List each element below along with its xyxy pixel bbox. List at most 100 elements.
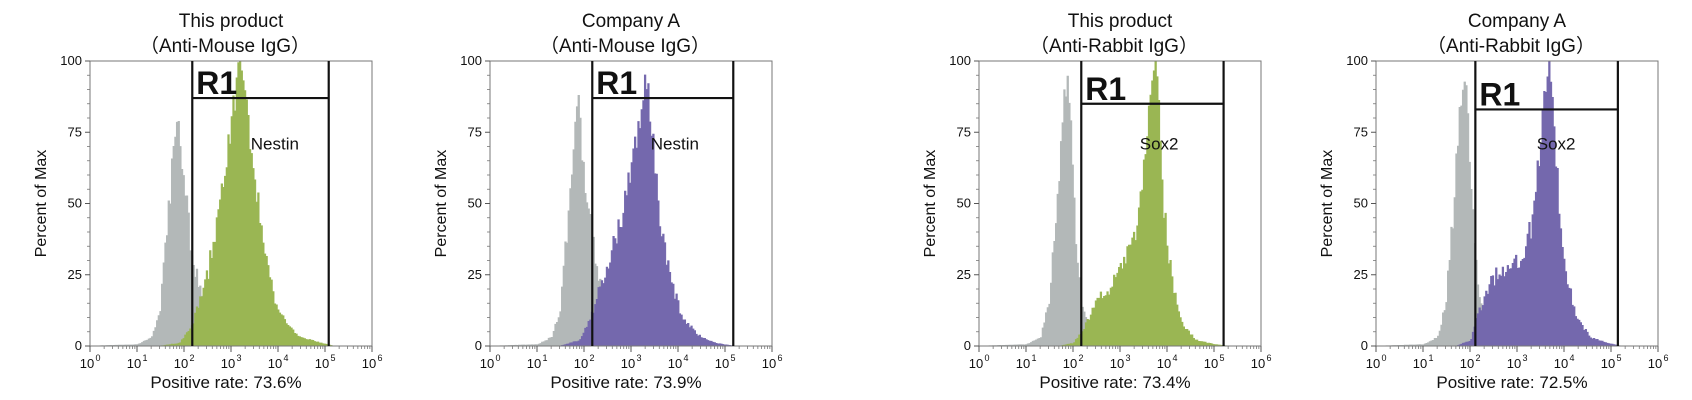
x-tick-exponent: 6 xyxy=(1266,353,1271,363)
gate-label: R1 xyxy=(1479,76,1520,112)
y-axis-label: Percent of Max xyxy=(922,150,939,258)
panel-title: This product xyxy=(1068,11,1173,32)
y-tick-label: 25 xyxy=(957,267,971,282)
panel-title: Company A xyxy=(582,11,681,32)
x-tick-exponent: 5 xyxy=(1616,353,1621,363)
y-tick-label: 50 xyxy=(68,196,82,211)
x-tick-exponent: 6 xyxy=(777,353,782,363)
y-tick-label: 0 xyxy=(475,338,482,353)
positive-rate-label: Positive rate: 73.9% xyxy=(550,373,701,392)
y-axis-label: Percent of Max xyxy=(1319,150,1336,258)
x-tick-label: 10 xyxy=(1251,356,1265,371)
x-tick-exponent: 2 xyxy=(1475,353,1480,363)
x-tick-label: 10 xyxy=(315,356,329,371)
x-tick-exponent: 6 xyxy=(377,353,382,363)
y-tick-label: 0 xyxy=(75,338,82,353)
x-tick-exponent: 5 xyxy=(1219,353,1224,363)
gate-label: R1 xyxy=(596,65,637,101)
x-tick-exponent: 2 xyxy=(589,353,594,363)
x-tick-exponent: 0 xyxy=(95,353,100,363)
gate-label: R1 xyxy=(196,65,237,101)
x-tick-label: 10 xyxy=(1507,356,1521,371)
x-tick-exponent: 2 xyxy=(1078,353,1083,363)
x-tick-label: 10 xyxy=(1063,356,1077,371)
y-tick-label: 0 xyxy=(964,338,971,353)
x-tick-exponent: 2 xyxy=(189,353,194,363)
x-tick-label: 10 xyxy=(1648,356,1662,371)
panel-subtitle: （Anti-Mouse IgG） xyxy=(140,35,310,57)
x-tick-label: 10 xyxy=(362,356,376,371)
x-tick-label: 10 xyxy=(1016,356,1030,371)
panel-subtitle: （Anti-Rabbit IgG） xyxy=(1030,35,1198,57)
marker-label: Nestin xyxy=(651,134,699,153)
marker-label: Sox2 xyxy=(1140,134,1179,153)
x-tick-exponent: 3 xyxy=(236,353,241,363)
x-tick-exponent: 0 xyxy=(1381,353,1386,363)
y-tick-label: 100 xyxy=(949,53,971,68)
x-tick-exponent: 4 xyxy=(1569,353,1574,363)
x-tick-exponent: 1 xyxy=(1428,353,1433,363)
x-tick-label: 10 xyxy=(1460,356,1474,371)
sample-histogram xyxy=(490,74,772,347)
x-tick-label: 10 xyxy=(969,356,983,371)
x-tick-label: 10 xyxy=(480,356,494,371)
y-tick-label: 25 xyxy=(68,267,82,282)
y-tick-label: 50 xyxy=(957,196,971,211)
y-tick-label: 75 xyxy=(957,124,971,139)
x-tick-exponent: 4 xyxy=(283,353,288,363)
x-tick-label: 10 xyxy=(1601,356,1615,371)
positive-rate-label: Positive rate: 73.6% xyxy=(150,373,301,392)
y-tick-label: 25 xyxy=(1354,267,1368,282)
x-tick-label: 10 xyxy=(527,356,541,371)
y-tick-label: 100 xyxy=(60,53,82,68)
panel-title: Company A xyxy=(1468,11,1567,32)
y-tick-label: 50 xyxy=(468,196,482,211)
x-tick-exponent: 5 xyxy=(330,353,335,363)
x-tick-exponent: 0 xyxy=(984,353,989,363)
x-tick-label: 10 xyxy=(1110,356,1124,371)
y-tick-label: 50 xyxy=(1354,196,1368,211)
y-tick-label: 25 xyxy=(468,267,482,282)
x-tick-exponent: 3 xyxy=(1522,353,1527,363)
x-tick-label: 10 xyxy=(762,356,776,371)
x-tick-label: 10 xyxy=(221,356,235,371)
panel-subtitle: （Anti-Rabbit IgG） xyxy=(1427,35,1595,57)
x-tick-label: 10 xyxy=(1413,356,1427,371)
x-tick-exponent: 3 xyxy=(1125,353,1130,363)
y-tick-label: 75 xyxy=(1354,124,1368,139)
x-tick-exponent: 1 xyxy=(542,353,547,363)
marker-label: Sox2 xyxy=(1537,134,1576,153)
x-tick-label: 10 xyxy=(621,356,635,371)
x-tick-label: 10 xyxy=(715,356,729,371)
x-tick-exponent: 1 xyxy=(1031,353,1036,363)
x-tick-exponent: 3 xyxy=(636,353,641,363)
x-tick-exponent: 4 xyxy=(1172,353,1177,363)
x-tick-label: 10 xyxy=(174,356,188,371)
x-tick-exponent: 4 xyxy=(683,353,688,363)
x-tick-label: 10 xyxy=(1366,356,1380,371)
x-tick-exponent: 5 xyxy=(730,353,735,363)
gate-label: R1 xyxy=(1085,71,1126,107)
x-tick-label: 10 xyxy=(1554,356,1568,371)
y-tick-label: 0 xyxy=(1361,338,1368,353)
x-tick-exponent: 1 xyxy=(142,353,147,363)
y-tick-label: 100 xyxy=(1346,53,1368,68)
x-tick-label: 10 xyxy=(80,356,94,371)
x-tick-label: 10 xyxy=(1204,356,1218,371)
positive-rate-label: Positive rate: 73.4% xyxy=(1039,373,1190,392)
y-tick-label: 75 xyxy=(468,124,482,139)
y-axis-label: Percent of Max xyxy=(33,150,50,258)
panel-title: This product xyxy=(179,11,284,32)
x-tick-label: 10 xyxy=(668,356,682,371)
positive-rate-label: Positive rate: 72.5% xyxy=(1436,373,1587,392)
x-tick-label: 10 xyxy=(1157,356,1171,371)
y-axis-label: Percent of Max xyxy=(433,150,450,258)
x-tick-label: 10 xyxy=(268,356,282,371)
y-tick-label: 100 xyxy=(460,53,482,68)
y-tick-label: 75 xyxy=(68,124,82,139)
marker-label: Nestin xyxy=(251,134,299,153)
x-tick-label: 10 xyxy=(574,356,588,371)
x-tick-exponent: 6 xyxy=(1663,353,1668,363)
